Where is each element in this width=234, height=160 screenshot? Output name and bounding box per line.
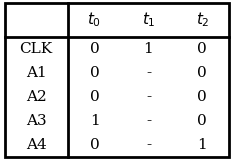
Text: $t_0$: $t_0$ [88, 11, 102, 29]
Text: 0: 0 [90, 42, 99, 56]
Text: $t_2$: $t_2$ [196, 11, 209, 29]
Text: -: - [146, 66, 151, 80]
Text: -: - [146, 138, 151, 152]
Text: 0: 0 [197, 90, 207, 104]
Text: 0: 0 [197, 66, 207, 80]
Text: CLK: CLK [20, 42, 53, 56]
Text: 0: 0 [90, 138, 99, 152]
Text: 1: 1 [144, 42, 153, 56]
Text: 1: 1 [197, 138, 207, 152]
Text: -: - [146, 90, 151, 104]
Text: 1: 1 [90, 114, 99, 128]
Text: 0: 0 [197, 42, 207, 56]
Text: A4: A4 [26, 138, 47, 152]
Text: 0: 0 [90, 66, 99, 80]
Text: 0: 0 [197, 114, 207, 128]
Text: A2: A2 [26, 90, 47, 104]
Text: -: - [146, 114, 151, 128]
Text: A3: A3 [26, 114, 46, 128]
Text: A1: A1 [26, 66, 47, 80]
Text: $t_1$: $t_1$ [142, 11, 155, 29]
Text: 0: 0 [90, 90, 99, 104]
